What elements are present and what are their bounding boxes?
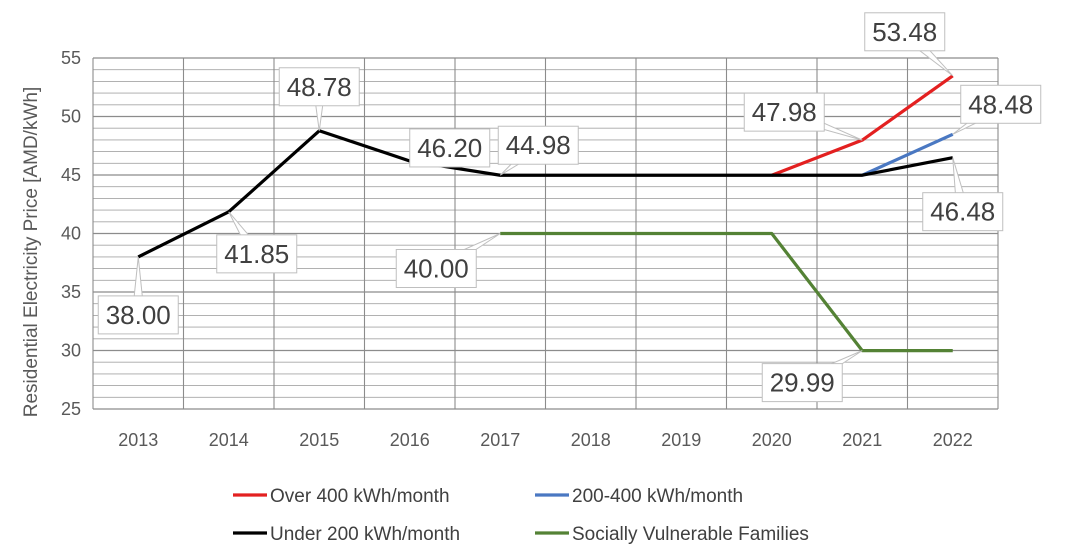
callout-box [278, 67, 360, 107]
callout-box [395, 249, 477, 288]
x-tick-label: 2016 [390, 430, 430, 450]
series-line [500, 231, 953, 353]
legend-item: Over 400 kWh/month [233, 486, 450, 507]
legend-label: Under 200 kWh/month [270, 524, 460, 545]
x-tick-label: 2015 [299, 430, 339, 450]
callout-box [743, 92, 825, 132]
callout-box [497, 125, 579, 165]
x-tick-label: 2017 [480, 430, 520, 450]
y-tick-label: 50 [61, 107, 81, 127]
data-label: 29.99 [770, 368, 835, 398]
data-label: 44.98 [506, 130, 571, 160]
x-tick-label: 2013 [118, 430, 158, 450]
callout-box [960, 84, 1042, 124]
data-callout: 40.00 [395, 233, 501, 288]
series-line [137, 129, 954, 259]
series-line [861, 132, 954, 177]
legend-item: Under 200 kWh/month [233, 524, 460, 545]
data-callout: 53.48 [864, 12, 954, 77]
legend-layer: Over 400 kWh/month 200-400 kWh/month Under… [233, 486, 809, 545]
legend-label: Over 400 kWh/month [270, 486, 450, 507]
data-callout: 46.48 [922, 157, 1004, 232]
data-label: 41.85 [224, 239, 289, 269]
legend-item: 200-400 kWh/month [535, 486, 743, 507]
y-axis-title: Residential Electricity Price [AMD/kWh] [21, 87, 42, 417]
data-callout: 29.99 [761, 350, 863, 403]
data-callout: 48.48 [952, 84, 1042, 135]
y-tick-label: 45 [61, 165, 81, 185]
callout-box [409, 128, 491, 168]
data-label: 46.20 [417, 133, 482, 163]
data-label: 48.78 [287, 72, 352, 102]
data-label: 53.48 [872, 17, 937, 47]
data-callout: 38.00 [97, 256, 179, 335]
data-callout: 48.78 [278, 67, 360, 131]
x-tick-label: 2014 [209, 430, 249, 450]
callout-box [761, 363, 843, 403]
callout-box [922, 192, 1004, 232]
data-callout: 41.85 [216, 211, 298, 274]
callout-box [216, 234, 298, 274]
data-callout: 44.98 [497, 125, 579, 176]
callout-box [97, 295, 179, 335]
y-tick-label: 55 [61, 48, 81, 68]
data-label: 47.98 [752, 97, 817, 127]
legend-item: Socially Vulnerable Families [535, 524, 809, 545]
axis-layer: 25 30 35 40 45 50 55 2013 2014 2015 2016 2017 2018 20… [61, 48, 973, 450]
callout-layer: 38.00 41.85 48.78 46.20 44.98 40.00 47.98 53.48… [97, 12, 1042, 403]
data-callout: 46.20 [409, 128, 491, 168]
x-tick-label: 2020 [752, 430, 792, 450]
data-label: 40.00 [404, 254, 469, 284]
legend-label: 200-400 kWh/month [572, 486, 743, 507]
y-tick-label: 40 [61, 224, 81, 244]
data-label: 46.48 [930, 197, 995, 227]
legend-label: Socially Vulnerable Families [572, 524, 809, 545]
x-tick-label: 2019 [661, 430, 701, 450]
data-callout: 47.98 [743, 92, 863, 141]
callout-box [864, 12, 946, 52]
data-label: 38.00 [106, 300, 171, 330]
x-tick-label: 2021 [842, 430, 882, 450]
x-tick-label: 2022 [933, 430, 973, 450]
y-tick-label: 25 [61, 399, 81, 419]
x-tick-label: 2018 [571, 430, 611, 450]
data-label: 48.48 [968, 89, 1033, 119]
y-tick-label: 35 [61, 282, 81, 302]
y-tick-label: 30 [61, 341, 81, 361]
